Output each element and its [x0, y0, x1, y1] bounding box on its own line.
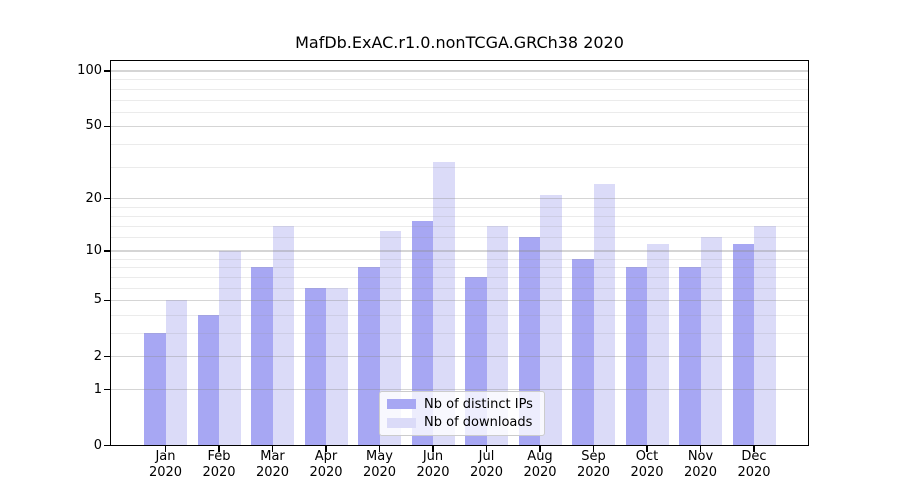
bar-distinct-ips-apr	[304, 287, 326, 447]
bar-downloads-jun	[433, 161, 455, 447]
x-axis-tick	[646, 446, 648, 452]
x-tick-label: Sep 2020	[576, 449, 611, 480]
bar-distinct-ips-jan	[144, 333, 166, 447]
bar-distinct-ips-dec	[732, 243, 754, 447]
bar-downloads-sep	[593, 184, 615, 447]
x-axis-tick	[271, 446, 274, 452]
y-tick-label: 1	[93, 381, 102, 397]
legend-swatch-downloads	[387, 417, 416, 428]
minor-gridline	[110, 258, 809, 260]
legend: Nb of distinct IPs Nb of downloads	[379, 391, 545, 436]
y-axis-tick	[104, 125, 110, 128]
x-tick-label: Nov 2020	[683, 449, 718, 480]
y-axis-tick	[104, 388, 110, 391]
x-tick-label: Dec 2020	[737, 449, 771, 480]
x-axis-tick	[325, 446, 327, 452]
bar-distinct-ips-feb	[197, 315, 219, 447]
chart-title: MafDb.ExAC.r1.0.nonTCGA.GRCh38 2020	[295, 33, 624, 52]
y-axis-tick	[104, 250, 110, 252]
bar-downloads-apr	[326, 287, 348, 447]
minor-gridline	[110, 111, 809, 113]
legend-item-downloads: Nb of downloads	[387, 415, 537, 430]
major-gridline	[110, 388, 809, 391]
legend-label-distinct-ips: Nb of distinct IPs	[424, 396, 533, 412]
bar-downloads-mar	[272, 225, 294, 447]
bar-downloads-aug	[540, 194, 562, 447]
minor-gridline	[110, 237, 809, 239]
x-axis-tick	[753, 446, 755, 452]
x-tick-label: Jan 2020	[148, 449, 183, 480]
bar-downloads-oct	[647, 243, 669, 447]
minor-gridline	[110, 267, 809, 269]
x-tick-label: Jun 2020	[416, 449, 450, 480]
y-axis-tick	[104, 299, 110, 301]
bar-downloads-jan	[165, 300, 187, 447]
x-tick-label: Feb 2020	[202, 449, 236, 480]
x-tick-label: Jul 2020	[469, 449, 504, 480]
major-gridline	[110, 197, 809, 200]
x-axis-tick	[432, 446, 434, 452]
y-tick-label: 100	[77, 63, 102, 78]
y-tick-label: 5	[93, 292, 102, 308]
legend-label-downloads: Nb of downloads	[424, 415, 533, 431]
bar-downloads-dec	[754, 225, 776, 447]
y-axis-tick	[104, 445, 110, 447]
minor-gridline	[110, 206, 809, 208]
x-tick-label: Oct 2020	[630, 449, 664, 480]
minor-gridline	[110, 276, 809, 278]
y-tick-label: 20	[85, 190, 102, 206]
minor-gridline	[110, 315, 809, 317]
bar-distinct-ips-oct	[625, 267, 647, 447]
bar-distinct-ips-may	[358, 267, 380, 447]
bar-distinct-ips-mar	[251, 267, 273, 447]
y-axis-tick	[104, 355, 110, 358]
minor-gridline	[110, 225, 809, 227]
y-axis-tick	[104, 70, 110, 72]
major-gridline	[110, 125, 809, 128]
legend-swatch-distinct-ips	[387, 399, 416, 410]
minor-gridline	[110, 287, 809, 289]
bar-downloads-feb	[219, 251, 241, 447]
x-tick-label: Mar 2020	[255, 449, 290, 480]
minor-gridline	[110, 79, 809, 81]
legend-item-distinct-ips: Nb of distinct IPs	[387, 397, 537, 412]
bar-downloads-nov	[700, 237, 722, 447]
x-axis-tick	[485, 446, 488, 452]
bar-distinct-ips-sep	[572, 258, 594, 447]
plot-border	[110, 60, 809, 446]
y-tick-label: 2	[93, 348, 102, 364]
minor-gridline	[110, 215, 809, 217]
minor-gridline	[110, 333, 809, 335]
minor-gridline	[110, 144, 809, 146]
major-gridline	[110, 250, 809, 252]
x-axis-tick	[592, 446, 595, 452]
minor-gridline	[110, 88, 809, 90]
minor-gridline	[110, 166, 809, 168]
y-axis-tick	[104, 197, 110, 200]
y-tick-label: 10	[85, 243, 102, 259]
major-gridline	[110, 70, 809, 72]
y-tick-label: 50	[85, 118, 102, 134]
minor-gridline	[110, 99, 809, 101]
bar-distinct-ips-jun	[411, 220, 433, 447]
x-axis-tick	[218, 446, 220, 452]
x-axis-tick	[539, 446, 541, 452]
x-tick-label: May 2020	[362, 449, 397, 480]
y-tick-label: 0	[93, 437, 102, 453]
x-tick-label: Apr 2020	[309, 449, 343, 480]
x-axis-tick	[164, 446, 167, 452]
x-tick-label: Aug 2020	[523, 449, 557, 480]
major-gridline	[110, 299, 809, 301]
bar-distinct-ips-nov	[679, 267, 701, 447]
major-gridline	[110, 355, 809, 358]
x-axis-tick	[378, 446, 381, 452]
x-axis-tick	[699, 446, 702, 452]
